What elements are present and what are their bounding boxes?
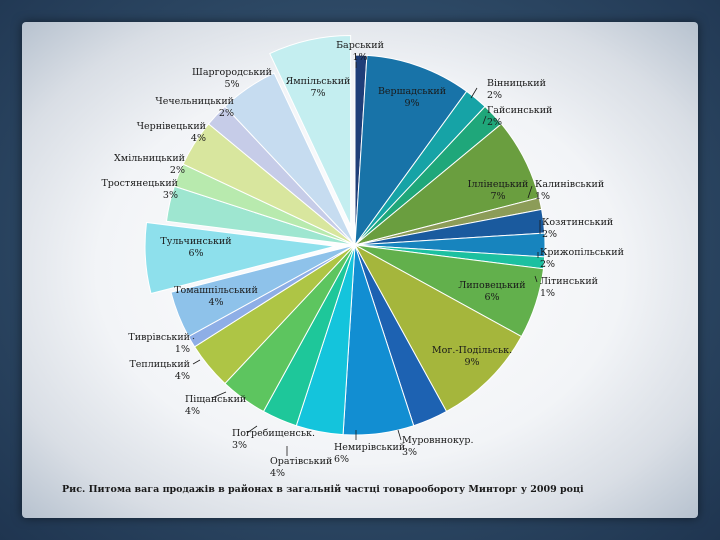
leader-line-17 <box>192 359 201 365</box>
leader-line-3 <box>470 87 478 99</box>
slice-label-4: Гайсинський 2% <box>487 105 552 128</box>
slice-label-22: Хмільницький 2% <box>114 153 185 176</box>
slice-label-8: Крижопільський 2% <box>540 247 624 270</box>
slice-label-26: Ямпільський 7% <box>286 76 351 99</box>
leader-lines <box>192 62 541 456</box>
slice-labels: Барський 1% Вершадський 9% Вінницький 2% Гайси… <box>101 40 623 479</box>
slice-label-2: Вершадський 9% <box>378 86 446 109</box>
chart-caption: Рис. Питома вага продажів в районах в за… <box>62 484 584 495</box>
pie-slice-11 <box>353 243 523 413</box>
slice-label-25: Шаргородський 5% <box>192 67 272 90</box>
pie-slice-19 <box>170 244 356 338</box>
leader-line-16 <box>211 391 227 399</box>
leader-line-12 <box>397 429 402 441</box>
slice-label-21: Тростянецький 3% <box>101 178 178 201</box>
slice-label-14: Оратівський 4% <box>270 456 332 479</box>
slice-label-6: Калинівський 1% <box>535 179 604 202</box>
slice-label-9: Літинський 1% <box>540 276 598 299</box>
pie-slice-25 <box>224 72 356 246</box>
slice-label-1: Барський 1% <box>336 40 384 63</box>
pie-slices <box>144 34 546 436</box>
slice-label-17: Теплицький 4% <box>129 359 190 382</box>
slice-label-11: Мог.-Подільськ. 9% <box>432 345 512 368</box>
slice-label-18: Тиврівський 1% <box>128 332 190 355</box>
leader-line-4 <box>482 115 487 125</box>
pie-slice-20 <box>144 221 336 295</box>
slice-label-10: Липовецький 6% <box>458 280 525 303</box>
leader-line-6 <box>527 185 533 199</box>
slice-label-12: Муровннокур. 3% <box>402 435 473 458</box>
slice-label-24: Чечельницький 2% <box>155 96 234 119</box>
slice-label-7: Козятинський 2% <box>542 217 613 240</box>
slice-label-13: Немирівський 6% <box>334 442 405 465</box>
slice-label-23: Чернівецький 4% <box>137 121 206 144</box>
slice-label-19: Томашпільський 4% <box>174 285 258 308</box>
slice-label-20: Тульчинський 6% <box>160 236 231 259</box>
slice-label-15: Погребищенськ. 3% <box>232 428 315 451</box>
pie-slice-26 <box>269 34 352 226</box>
slice-label-3: Вінницький 2% <box>487 78 546 101</box>
slice-label-16: Піщанський 4% <box>185 394 246 417</box>
pie-slice-2 <box>354 54 468 247</box>
slice-label-5: Іллінецький 7% <box>468 179 529 202</box>
leader-line-15 <box>246 425 258 434</box>
leader-line-9 <box>534 275 538 283</box>
leader-line-18 <box>192 337 195 340</box>
